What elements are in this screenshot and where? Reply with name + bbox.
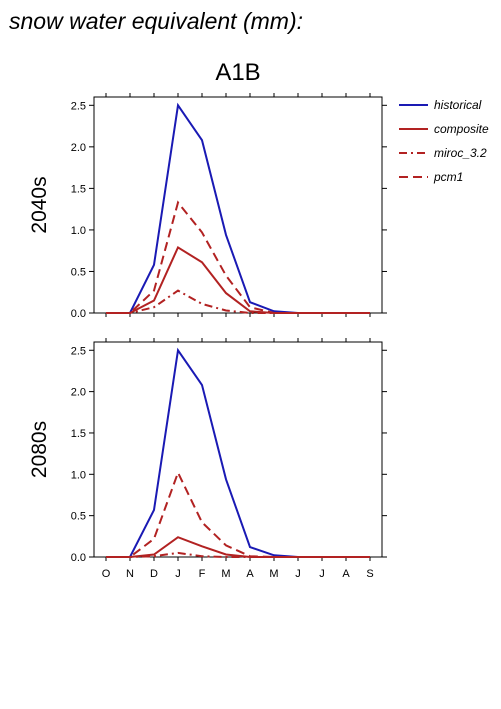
y-tick-label: 1.5 — [71, 428, 86, 440]
y-tick-label: 0.5 — [71, 511, 86, 523]
x-tick-label: D — [150, 568, 158, 580]
x-tick-label: M — [221, 568, 230, 580]
y-tick-label: 2.5 — [71, 100, 86, 112]
x-tick-label: F — [199, 568, 206, 580]
x-tick-label: N — [126, 568, 134, 580]
legend-label: historical — [434, 98, 482, 112]
page-title: snow water equivalent (mm): — [9, 8, 303, 34]
x-tick-label: J — [175, 568, 181, 580]
series-line-pcm1 — [106, 470, 370, 558]
x-tick-label: S — [366, 568, 373, 580]
period-label: 2080s — [28, 421, 51, 478]
x-tick-label: A — [342, 568, 350, 580]
y-tick-label: 0.0 — [71, 552, 86, 564]
series-line-pcm1 — [106, 200, 370, 314]
x-tick-label: J — [295, 568, 301, 580]
chart-panels: 0.0 0.5 1.0 1.5 2.0 2.5 2040s 0.0 0.5 1.0 1.5 2.0 2.… — [28, 93, 387, 580]
legend-label: composite — [434, 122, 489, 136]
plot-frame — [93, 96, 383, 314]
y-tick-label: 2.0 — [71, 142, 86, 154]
plot-frame — [93, 341, 383, 558]
x-tick-label: J — [319, 568, 325, 580]
chart-panel-2080s: 0.0 0.5 1.0 1.5 2.0 2.5 O N D J F M A M J J A S 2080s — [28, 338, 387, 580]
period-label: 2040s — [28, 176, 51, 233]
chart-panel-2040s: 0.0 0.5 1.0 1.5 2.0 2.5 2040s — [28, 93, 387, 320]
y-tick-label: 0.5 — [71, 266, 86, 278]
legend-item-historical: historical — [399, 98, 482, 112]
y-tick-label: 2.0 — [71, 387, 86, 399]
legend-item-composite: composite — [399, 122, 489, 136]
scenario-label: A1B — [215, 59, 260, 86]
series-line-historical — [106, 347, 370, 558]
series-line-composite — [106, 536, 370, 558]
legend-item-miroc_3.2: miroc_3.2 — [399, 146, 487, 160]
series-line-historical — [106, 102, 370, 314]
legend-label: miroc_3.2 — [434, 146, 487, 160]
y-tick-label: 1.0 — [71, 225, 86, 237]
legend-label: pcm1 — [433, 170, 463, 184]
x-tick-label: O — [102, 568, 111, 580]
y-tick-label: 1.5 — [71, 183, 86, 195]
y-tick-label: 0.0 — [71, 308, 86, 320]
x-tick-label: M — [269, 568, 278, 580]
y-tick-label: 2.5 — [71, 345, 86, 357]
legend: historical composite miroc_3.2 pcm1 — [399, 98, 489, 184]
legend-item-pcm1: pcm1 — [399, 170, 463, 184]
x-tick-label: A — [246, 568, 254, 580]
y-tick-label: 1.0 — [71, 469, 86, 481]
